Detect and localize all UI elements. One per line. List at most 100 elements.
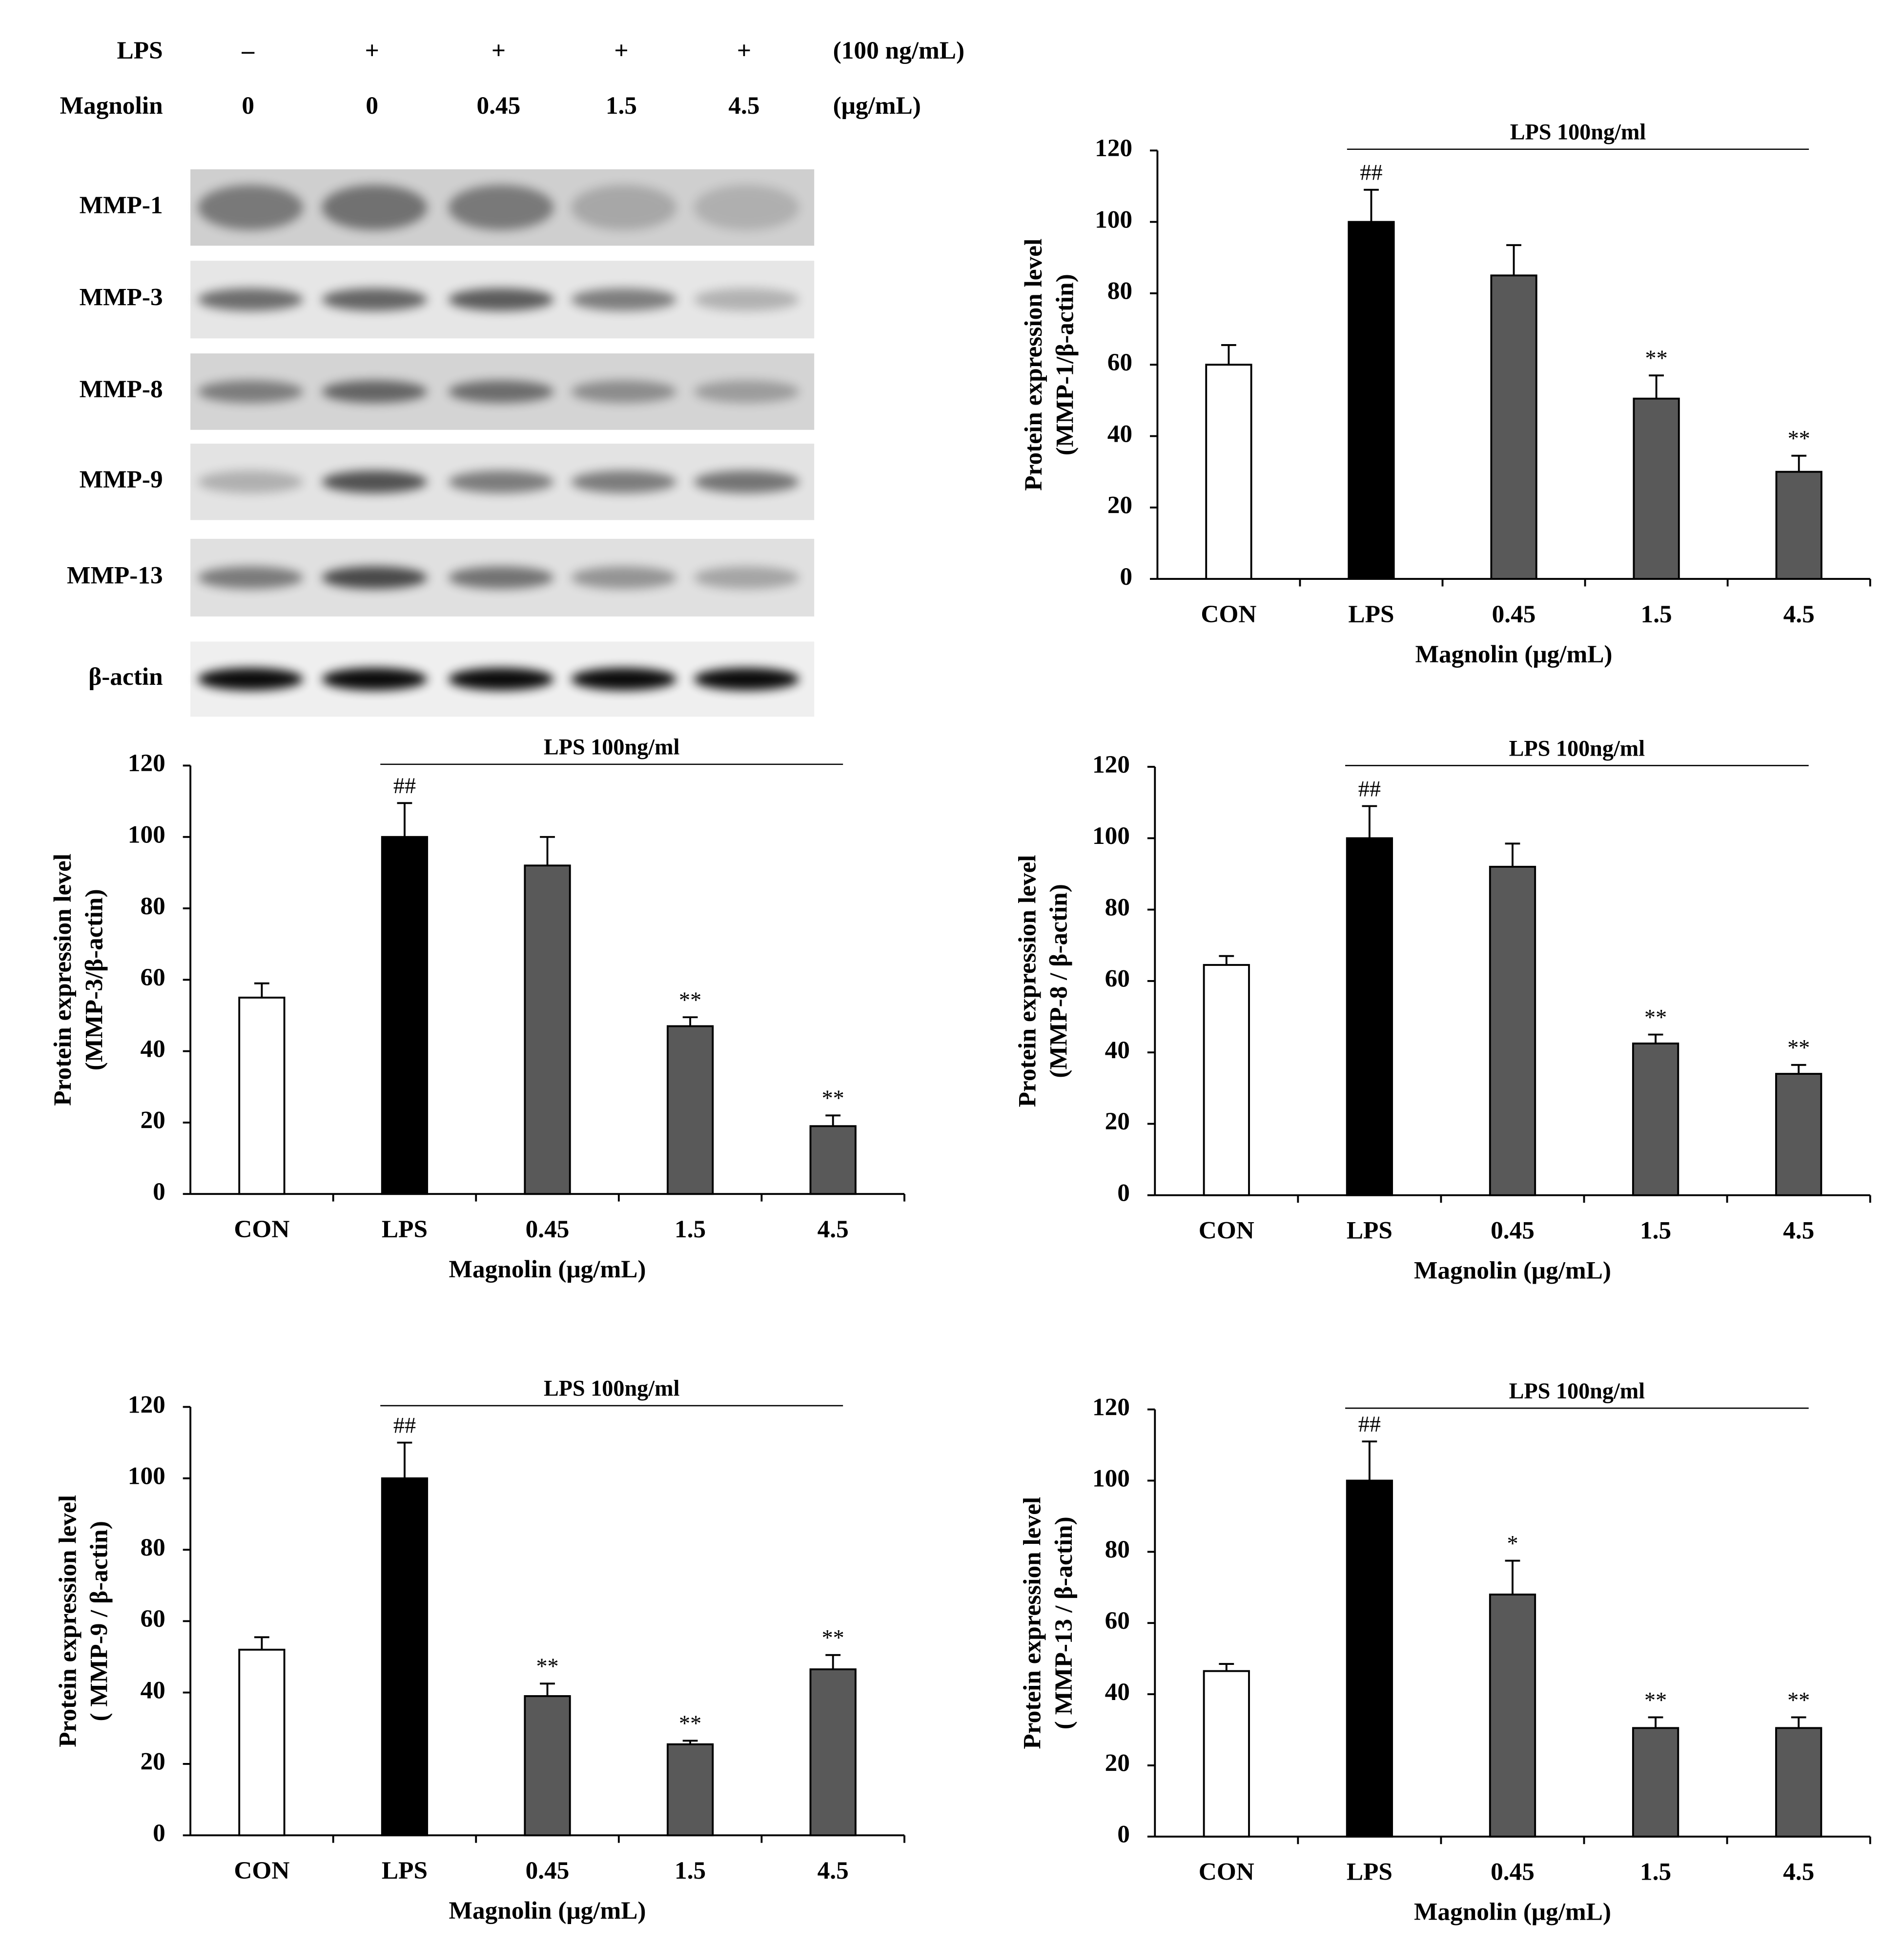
x-axis-label: Magnolin (μg/mL): [1414, 1257, 1611, 1285]
x-tick-label: LPS: [1348, 600, 1394, 628]
x-tick-label: 1.5: [675, 1215, 706, 1243]
x-tick-label: 0.45: [1491, 1858, 1535, 1886]
treatment-level: +: [614, 37, 628, 64]
y-axis-label: ( MMP-9 / β-actin): [85, 1521, 113, 1721]
bar: [1348, 221, 1395, 580]
bar: [666, 1025, 714, 1195]
blot-band: [448, 668, 554, 691]
blot-band: [694, 380, 799, 403]
x-tick-label: 4.5: [1783, 600, 1815, 628]
y-tick-label: 120: [128, 1391, 165, 1418]
treatment-level: +: [491, 37, 506, 64]
bar: [524, 864, 571, 1195]
blot-band: [322, 471, 428, 493]
x-tick-label: CON: [1201, 600, 1256, 628]
y-tick-label: 100: [128, 1462, 165, 1490]
treatment-level: 4.5: [728, 92, 759, 120]
blot-band: [322, 380, 428, 403]
blot-band: [448, 184, 554, 230]
x-tick-label: 0.45: [526, 1857, 570, 1885]
bar: [1775, 1073, 1822, 1196]
x-tick-label: 1.5: [1640, 1217, 1671, 1245]
treatment-level: +: [365, 37, 379, 64]
y-tick-label: 80: [140, 1534, 165, 1561]
blot-band: [694, 184, 799, 230]
significance-label: ##: [1358, 1412, 1381, 1436]
bar: [524, 1695, 571, 1837]
y-tick-label: 120: [1095, 134, 1132, 162]
bar: [1632, 1727, 1679, 1838]
y-tick-label: 60: [1107, 348, 1132, 376]
significance-label: **: [822, 1625, 844, 1650]
x-tick-label: LPS: [1347, 1858, 1392, 1886]
treatment-level: 1.5: [606, 92, 637, 120]
y-tick-label: 20: [1107, 492, 1132, 519]
y-tick-label: 40: [1105, 1678, 1130, 1706]
treatment-level: 0: [242, 92, 254, 120]
y-axis-label: Protein expression level: [1020, 239, 1047, 491]
y-tick-label: 40: [140, 1676, 165, 1704]
y-tick-label: 80: [140, 892, 165, 920]
y-tick-label: 120: [1092, 1393, 1130, 1421]
y-tick-label: 0: [1120, 563, 1132, 591]
significance-label: ##: [1358, 776, 1381, 801]
treatment-label: Magnolin: [60, 92, 163, 120]
x-tick-label: 0.45: [526, 1215, 570, 1243]
blot-band: [571, 566, 676, 589]
y-tick-label: 60: [1105, 1607, 1130, 1635]
blot-band: [198, 288, 304, 311]
y-tick-label: 60: [140, 1605, 165, 1633]
y-axis-label: (MMP-3/β-actin): [80, 889, 108, 1070]
blot-band: [694, 471, 799, 493]
y-tick-label: 0: [1117, 1179, 1130, 1207]
blot-band: [571, 471, 676, 493]
y-tick-label: 40: [140, 1035, 165, 1063]
y-tick-label: 100: [128, 821, 165, 849]
blot-band: [694, 668, 799, 691]
blot-band: [448, 380, 554, 403]
bar: [1489, 1593, 1536, 1838]
blot-band: [694, 288, 799, 311]
x-axis-label: Magnolin (μg/mL): [1414, 1898, 1611, 1926]
y-tick-label: 120: [1092, 751, 1130, 779]
x-tick-label: 0.45: [1491, 1217, 1535, 1245]
blot-band: [322, 288, 428, 311]
x-tick-label: CON: [234, 1215, 289, 1243]
band-label: MMP-13: [67, 561, 163, 589]
significance-label: **: [536, 1654, 558, 1679]
bar: [1632, 1042, 1679, 1196]
blot-band: [198, 380, 304, 403]
significance-label: **: [679, 987, 701, 1012]
band-label: β-actin: [88, 663, 163, 691]
y-tick-label: 0: [153, 1178, 165, 1206]
blot-band: [322, 566, 428, 589]
treatment-level: 0.45: [477, 92, 521, 120]
treatment-level: +: [737, 37, 751, 64]
blot-band: [448, 566, 554, 589]
blot-band: [571, 184, 676, 230]
significance-label: ##: [393, 1413, 416, 1437]
treatment-label: LPS: [117, 37, 163, 64]
bar: [1490, 274, 1537, 580]
bar: [381, 1477, 429, 1837]
x-axis-label: Magnolin (μg/mL): [449, 1255, 646, 1283]
y-tick-label: 0: [1117, 1821, 1130, 1848]
significance-label: **: [822, 1086, 844, 1110]
significance-label: **: [1787, 1687, 1810, 1712]
treatment-unit: (μg/mL): [833, 92, 921, 120]
bar: [238, 996, 286, 1195]
y-axis-label: Protein expression level: [54, 1495, 82, 1747]
y-tick-label: 20: [140, 1748, 165, 1776]
x-tick-label: CON: [1199, 1858, 1254, 1886]
significance-label: **: [1787, 1035, 1810, 1060]
y-tick-label: 0: [153, 1819, 165, 1847]
significance-label: **: [1645, 346, 1668, 370]
y-tick-label: 40: [1105, 1036, 1130, 1064]
band-label: MMP-8: [80, 375, 163, 403]
significance-label: **: [1644, 1687, 1667, 1712]
y-tick-label: 100: [1095, 205, 1132, 233]
y-axis-label: Protein expression level: [1013, 855, 1041, 1107]
y-tick-label: 20: [1105, 1749, 1130, 1777]
y-tick-label: 80: [1107, 277, 1132, 305]
